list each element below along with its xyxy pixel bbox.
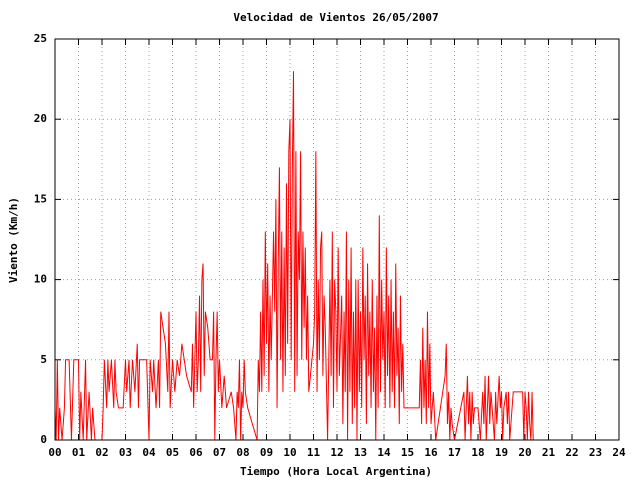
x-tick-label: 08 <box>236 446 249 459</box>
x-tick-label: 04 <box>142 446 156 459</box>
x-tick-label: 02 <box>95 446 108 459</box>
x-tick-label: 21 <box>542 446 556 459</box>
x-tick-label: 09 <box>260 446 273 459</box>
y-tick-label: 15 <box>34 192 47 205</box>
x-tick-label: 22 <box>565 446 578 459</box>
x-tick-label: 19 <box>495 446 508 459</box>
y-tick-label: 0 <box>40 433 47 446</box>
x-tick-label: 11 <box>307 446 321 459</box>
y-tick-label: 10 <box>34 273 47 286</box>
x-tick-label: 13 <box>354 446 367 459</box>
y-axis-label: Viento (Km/h) <box>7 197 20 283</box>
x-tick-label: 06 <box>189 446 203 459</box>
x-tick-label: 20 <box>518 446 531 459</box>
x-tick-label: 01 <box>72 446 86 459</box>
x-axis-label: Tiempo (Hora Local Argentina) <box>240 465 432 478</box>
x-tick-label: 18 <box>471 446 484 459</box>
x-tick-label: 14 <box>377 446 391 459</box>
x-tick-label: 16 <box>424 446 438 459</box>
x-tick-label: 17 <box>448 446 461 459</box>
x-tick-label: 23 <box>589 446 602 459</box>
x-tick-label: 03 <box>119 446 132 459</box>
x-tick-label: 05 <box>166 446 179 459</box>
x-tick-label: 24 <box>612 446 626 459</box>
x-tick-label: 00 <box>48 446 61 459</box>
plot-frame <box>54 38 620 441</box>
y-tick-label: 5 <box>40 353 47 366</box>
x-tick-label: 07 <box>213 446 226 459</box>
y-tick-label: 20 <box>34 112 47 125</box>
y-tick-label: 25 <box>34 32 47 45</box>
chart-title: Velocidad de Vientos 26/05/2007 <box>233 11 438 24</box>
x-tick-label: 15 <box>401 446 414 459</box>
x-tick-label: 10 <box>283 446 296 459</box>
x-tick-label: 12 <box>330 446 343 459</box>
